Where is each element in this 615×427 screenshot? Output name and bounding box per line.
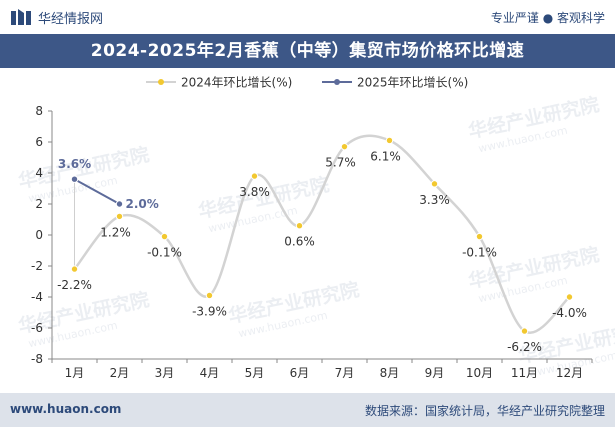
logo: 华经情报网 (10, 7, 103, 27)
data-label-2024: 3.3% (419, 193, 450, 207)
y-tick-label: -6 (31, 321, 43, 335)
point-2024 (565, 293, 574, 301)
x-tick-label: 2月 (110, 366, 130, 380)
point-2024 (250, 172, 259, 180)
data-label-2024: -6.2% (507, 340, 542, 354)
top-bar: 华经情报网 专业严谨 ● 客观科学 (0, 0, 615, 34)
data-label-2024: 1.2% (100, 225, 131, 239)
y-tick-label: -4 (31, 290, 43, 304)
data-label-2024: -2.2% (57, 278, 92, 292)
data-label-2025: 3.6% (58, 157, 91, 171)
point-2024 (340, 142, 349, 151)
legend-marker-2024 (158, 79, 164, 85)
legend-marker-2025 (334, 79, 340, 85)
footer-website: www.huaon.com (10, 402, 122, 416)
y-tick-label: 2 (35, 197, 43, 211)
point-2024 (475, 232, 484, 241)
series-markers (70, 136, 574, 335)
point-2024 (115, 212, 124, 221)
x-tick-label: 11月 (511, 366, 538, 380)
y-tick-label: 0 (35, 228, 43, 242)
point-2025 (70, 175, 79, 183)
point-2024 (70, 265, 79, 273)
logo-icon (11, 9, 31, 25)
x-tick-label: 3月 (155, 366, 175, 380)
y-tick-label: 6 (35, 135, 43, 149)
y-tick-label: -8 (31, 352, 43, 366)
point-2024 (520, 327, 529, 335)
x-tick-label: 7月 (335, 366, 355, 380)
data-label-2025: 2.0% (126, 197, 159, 211)
y-tick-label: 4 (35, 166, 43, 180)
data-label-2024: 0.6% (284, 235, 315, 249)
legend-label-2024: 2024年环比增长(%) (181, 76, 292, 90)
data-label-2024: 5.7% (325, 156, 356, 170)
data-label-2024: -3.9% (192, 304, 227, 318)
data-labels: -2.2% 1.2% -0.1% -3.9% 3.8% 0.6% 5.7% 6.1% 3.3% -… (57, 149, 587, 354)
footer: www.huaon.com 数据来源：国家统计局，华经产业研究院整理 (0, 393, 615, 427)
legend: 2024年环比增长(%) 2025年环比增长(%) (146, 76, 468, 90)
footer-source: 数据来源：国家统计局，华经产业研究院整理 (364, 404, 605, 418)
x-tick-label: 6月 (290, 366, 310, 380)
x-tick-label: 8月 (380, 366, 400, 380)
x-tick-label: 1月 (65, 366, 85, 380)
slogan: 专业严谨 ● 客观科学 (490, 11, 605, 25)
data-label-2024: -0.1% (462, 246, 497, 260)
data-label-2024: 6.1% (370, 149, 401, 163)
axes: -8 -6 -4 -2 0 2 4 6 8 1月 2月 3月 4月 5月 6月 7月 8月 9月 10月 11月 12月 (31, 104, 593, 380)
x-tick-label: 4月 (200, 366, 220, 380)
point-2024 (160, 232, 169, 241)
point-2024 (385, 136, 394, 145)
data-label-2024: 3.8% (239, 185, 270, 199)
series-line-2025 (74, 178, 120, 205)
y-tick-label: -2 (31, 259, 43, 273)
x-tick-label: 10月 (466, 366, 493, 380)
y-tick-label: 8 (35, 104, 43, 118)
x-tick-label: 5月 (245, 366, 265, 380)
data-label-2024: -4.0% (552, 306, 587, 320)
point-2025 (115, 200, 124, 208)
legend-label-2025: 2025年环比增长(%) (357, 76, 468, 90)
point-2024 (295, 222, 304, 230)
point-2024 (205, 291, 214, 300)
data-label-2024: -0.1% (147, 246, 182, 260)
x-tick-label: 12月 (556, 366, 583, 380)
logo-text: 华经情报网 (38, 11, 104, 27)
x-tick-label: 9月 (425, 366, 445, 380)
point-2024 (430, 180, 439, 188)
chart-title: 2024-2025年2月香蕉（中等）集贸市场价格环比增速 (0, 34, 615, 68)
